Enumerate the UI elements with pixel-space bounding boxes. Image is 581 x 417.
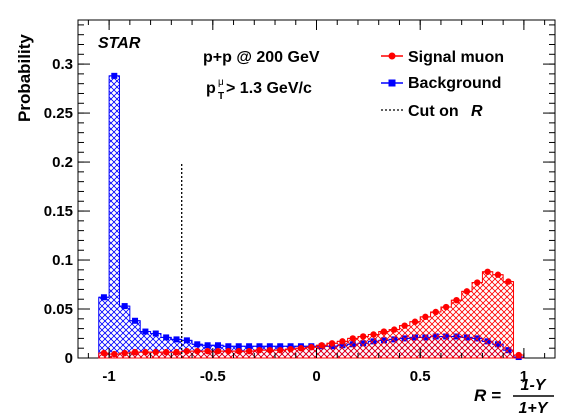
- signal-point: [494, 271, 502, 278]
- legend-background-label: Background: [408, 75, 501, 92]
- signal-point: [204, 347, 211, 355]
- signal-point: [463, 288, 471, 295]
- x-tick-label: 0.5: [410, 368, 431, 385]
- signal-point: [173, 348, 180, 356]
- signal-point: [411, 318, 419, 325]
- pt-symbol: p: [206, 80, 216, 97]
- signal-point: [380, 328, 388, 335]
- signal-point: [287, 345, 294, 353]
- signal-point: [256, 346, 263, 354]
- y-tick-label: 0.15: [44, 203, 73, 220]
- signal-point: [235, 347, 242, 355]
- background-point: [204, 342, 211, 349]
- pt-threshold: > 1.3 GeV/c: [226, 80, 312, 97]
- y-axis-title: Probability: [15, 34, 34, 122]
- signal-point: [131, 348, 139, 356]
- y-tick-label: 0.3: [52, 56, 73, 73]
- pt-subscript: T: [218, 91, 224, 102]
- legend-entry-background: Background: [381, 75, 501, 92]
- background-point: [163, 334, 170, 341]
- background-point: [100, 294, 107, 301]
- background-point: [214, 342, 221, 349]
- signal-point: [328, 340, 336, 347]
- signal-point: [121, 349, 128, 357]
- y-tick-label: 0.1: [52, 252, 73, 269]
- background-point: [121, 303, 128, 310]
- axes: -1 -0.5 0 0.5 1 0 0.05 0.1 0.15 0.2 0.25 0.3: [44, 20, 555, 385]
- background-point: [194, 341, 201, 348]
- signal-point: [484, 268, 491, 275]
- legend-cut-label: Cut on: [408, 103, 459, 120]
- x-axis-numerator: 1-Y: [521, 377, 547, 394]
- background-point: [142, 328, 149, 335]
- experiment-label: STAR: [98, 35, 141, 52]
- signal-point: [474, 279, 481, 286]
- background-point: [132, 317, 139, 324]
- background-point: [235, 343, 242, 350]
- signal-point: [370, 331, 377, 338]
- signal-point: [442, 303, 450, 311]
- signal-point: [297, 345, 305, 352]
- signal-point: [100, 349, 108, 357]
- signal-point: [225, 347, 232, 355]
- signal-point: [432, 308, 439, 316]
- x-tick-label: 1: [520, 368, 528, 385]
- signal-point: [245, 347, 253, 355]
- background-point: [111, 72, 118, 79]
- collision-label: p+p @ 200 GeV: [203, 49, 320, 66]
- y-tick-label: 0.05: [44, 301, 73, 318]
- signal-point: [453, 296, 460, 304]
- background-point: [225, 343, 232, 350]
- signal-point: [515, 351, 522, 359]
- signal-point: [152, 348, 159, 356]
- x-tick-label: -0.5: [200, 368, 226, 385]
- signal-point: [194, 347, 201, 355]
- signal-point: [162, 348, 170, 356]
- y-tick-label: 0.25: [44, 105, 73, 122]
- signal-point: [505, 278, 512, 285]
- signal-point: [401, 322, 408, 329]
- signal-point: [214, 347, 222, 355]
- signal-point: [339, 338, 346, 345]
- pt-superscript: μ: [218, 77, 224, 88]
- legend-signal-marker: [388, 52, 396, 60]
- signal-point: [183, 347, 191, 355]
- signal-point: [142, 348, 149, 356]
- signal-point: [266, 346, 274, 354]
- signal-point: [111, 350, 118, 358]
- legend: Signal muon Background Cut on R: [381, 49, 504, 120]
- background-point: [183, 337, 190, 344]
- x-tick-label: 0: [312, 368, 320, 385]
- signal-point: [318, 342, 325, 349]
- background-point: [266, 343, 273, 350]
- y-tick-label: 0: [65, 350, 73, 367]
- x-axis-title: R = 1-Y 1+Y: [474, 377, 554, 417]
- legend-entry-cut: Cut on R: [381, 103, 483, 120]
- background-point: [256, 343, 263, 350]
- signal-point: [277, 346, 284, 354]
- legend-entry-signal: Signal muon: [381, 49, 504, 66]
- legend-cut-variable: R: [471, 103, 483, 120]
- background-point: [246, 343, 253, 350]
- signal-point: [359, 333, 367, 340]
- background-point: [173, 336, 180, 343]
- background-point: [277, 343, 284, 350]
- x-axis-prefix: R =: [474, 386, 501, 405]
- signal-point: [422, 313, 429, 321]
- signal-point: [349, 335, 356, 342]
- signal-point: [391, 326, 398, 333]
- x-axis-denominator: 1+Y: [519, 400, 549, 417]
- x-tick-label: -1: [102, 368, 115, 385]
- pt-cut-annotation: p μ T > 1.3 GeV/c: [206, 77, 312, 102]
- legend-background-marker: [388, 79, 396, 87]
- y-tick-label: 0.2: [52, 154, 73, 171]
- legend-signal-label: Signal muon: [408, 49, 504, 66]
- background-point: [152, 330, 159, 337]
- signal-point: [308, 344, 315, 351]
